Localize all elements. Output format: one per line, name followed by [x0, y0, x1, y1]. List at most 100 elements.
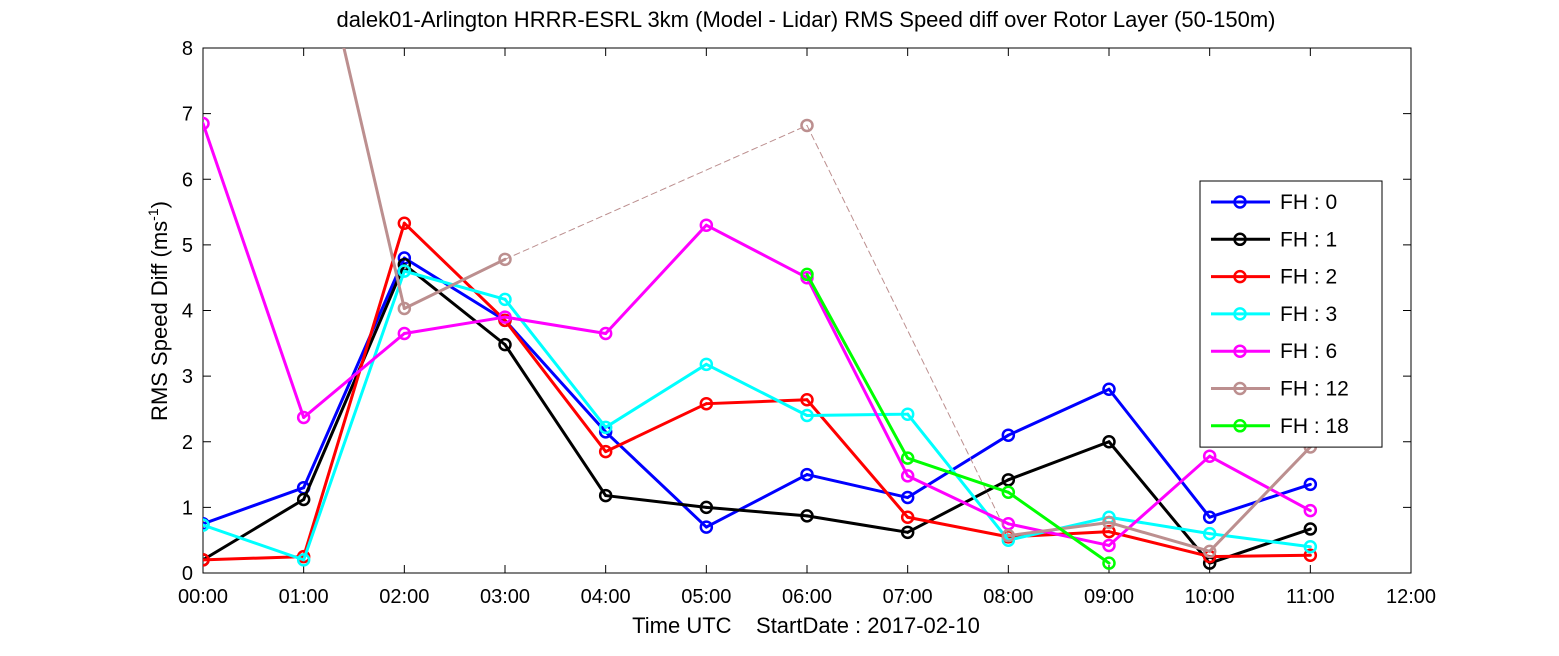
series-line-segment: [1208, 553, 1312, 559]
series-line-segment: [906, 515, 1010, 539]
series-line-segment: [1006, 522, 1111, 547]
data-point: [1202, 510, 1217, 524]
data-point: [1303, 522, 1318, 536]
legend-swatch-marker: [1233, 195, 1247, 209]
y-axis-label: RMS Speed Diff (ms-1): [145, 201, 172, 421]
x-tick-label: 07:00: [883, 586, 933, 608]
y-tick-label: 0: [182, 563, 193, 585]
legend-item: FH : 18: [1211, 415, 1349, 438]
legend-item: FH : 0: [1211, 191, 1337, 214]
x-tick-label: 12:00: [1386, 586, 1436, 608]
data-point: [397, 264, 412, 278]
data-point: [1001, 428, 1016, 442]
series-line-segment: [1107, 530, 1212, 559]
data-point: [800, 408, 814, 423]
data-point: [397, 326, 412, 341]
data-point: [397, 301, 412, 316]
series-line-segment: [805, 398, 910, 519]
legend: FH : 0 FH : 1 FH : 2 FH : 3 FH : 6 FH : 12 FH …: [1199, 180, 1383, 448]
series-line-segment: [1107, 515, 1212, 536]
x-axis-ticks: 00:00 01:00 02:00 03:00 04:00 05:00 06:00 07:00…: [178, 48, 1436, 608]
series-line-segment: [203, 121, 306, 419]
data-point: [296, 492, 311, 507]
series-line-segment: [604, 402, 708, 454]
series-line-segment: [402, 221, 507, 322]
series-line-segment: [704, 505, 809, 518]
data-point: [296, 410, 311, 425]
series-line-segment: [1006, 440, 1111, 482]
legend-item: FH : 3: [1211, 303, 1337, 326]
x-tick-label: 00:00: [178, 586, 228, 608]
series-line-segment: [906, 412, 1010, 542]
x-tick-label: 11:00: [1286, 586, 1335, 608]
data-point: [498, 337, 512, 352]
series-line-segment: [704, 398, 809, 406]
data-point: [1001, 485, 1016, 500]
x-tick-label: 02:00: [379, 586, 429, 608]
series-line-segment: [1006, 387, 1111, 437]
x-tick-label: 10:00: [1185, 586, 1235, 608]
data-point: [1102, 538, 1116, 553]
data-point: [1102, 435, 1116, 449]
y-tick-label: 5: [182, 235, 193, 257]
legend-swatch-marker: [1233, 381, 1247, 396]
legend-item: FH : 12: [1211, 378, 1349, 401]
data-point: [900, 407, 915, 421]
series-line-segment: [805, 276, 910, 478]
series-line-segment: [604, 430, 708, 529]
legend-label: FH : 1: [1280, 228, 1337, 251]
y-axis-label-sup: -1: [145, 208, 161, 221]
y-axis-label-close: ): [147, 201, 172, 208]
data-point: [1001, 528, 1016, 543]
data-point: [800, 267, 814, 282]
legend-swatch-marker: [1233, 344, 1247, 358]
series-fh-12: [342, 48, 1318, 559]
series-line-segment: [1006, 490, 1111, 565]
data-point: [900, 510, 915, 524]
series-line-segment: [503, 318, 608, 434]
x-tick-label: 05:00: [681, 586, 731, 608]
series-line-segment: [203, 498, 306, 562]
series-line-segment: [604, 362, 708, 429]
data-point: [498, 292, 512, 307]
legend-label: FH : 0: [1280, 191, 1337, 214]
series-line-segment: [805, 272, 910, 460]
data-point: [800, 467, 814, 482]
legend-swatch-marker: [1233, 419, 1247, 433]
data-point: [699, 357, 714, 372]
data-point: [203, 518, 210, 532]
y-tick-label: 2: [182, 432, 193, 454]
series-line-segment: [302, 331, 406, 419]
data-point: [800, 509, 814, 523]
legend-item: FH : 1: [1211, 228, 1337, 251]
y-axis-ticks: 0 1 2 3 4 5 6 7 8: [182, 38, 1411, 585]
data-point: [1303, 477, 1318, 492]
series-line-segment: [906, 433, 1010, 500]
legend-label: FH : 3: [1280, 303, 1337, 326]
series-line-segment: [203, 555, 306, 562]
series-fh-0: [203, 251, 1318, 534]
data-point: [1202, 526, 1217, 541]
series-line-segment: [604, 494, 708, 509]
data-point: [699, 396, 714, 411]
series-line-segment: [704, 362, 809, 417]
series-fh-2: [203, 216, 1318, 567]
data-point: [900, 469, 915, 483]
legend-label: FH : 12: [1280, 378, 1349, 401]
series-line-segment: [906, 478, 1010, 534]
series-line-segment: [1107, 387, 1212, 519]
legend-swatch-marker: [1233, 232, 1247, 247]
data-point: [1202, 449, 1217, 463]
data-point: [900, 451, 915, 465]
series-line-segment: [1208, 445, 1312, 553]
data-point: [397, 216, 412, 230]
series-line-segment: [203, 486, 306, 526]
legend-label: FH : 18: [1280, 415, 1349, 438]
series-line-segment: [1208, 454, 1312, 513]
series-line-segment: [1107, 454, 1212, 547]
data-point: [598, 326, 613, 341]
legend-swatch-marker: [1233, 307, 1247, 321]
data-point: [1102, 524, 1116, 539]
series-line-segment: [704, 473, 809, 529]
x-tick-label: 09:00: [1084, 586, 1134, 608]
